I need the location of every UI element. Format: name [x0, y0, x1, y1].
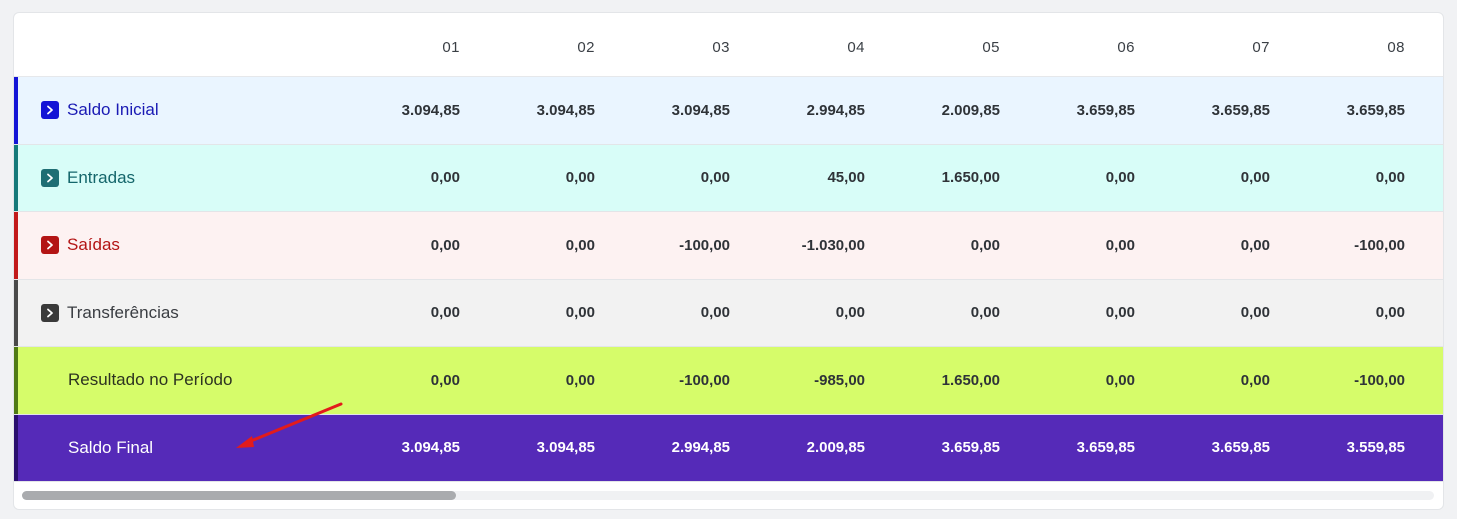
cell-entradas-04: 45,00: [827, 169, 865, 187]
cell-entradas-02: 0,00: [565, 169, 595, 187]
row-label-text: Transferências: [67, 302, 179, 322]
row-saldo-final: Saldo Final 3.094,85 3.094,85 2.994,85 2.009…: [14, 414, 1443, 482]
cell-resultado-04: -985,00: [814, 371, 865, 389]
row-saldo-inicial[interactable]: Saldo Inicial 3.094,85 3.094,85 3.094,85 2.9…: [14, 77, 1443, 145]
row-accent-bar: [14, 279, 18, 346]
chevron-right-icon[interactable]: [41, 236, 59, 255]
cell-saldo-final-08: 3.559,85: [1346, 439, 1405, 457]
column-header-04: 04: [847, 39, 865, 56]
cell-saldo-final-02: 3.094,85: [536, 439, 595, 457]
cell-entradas-03: 0,00: [700, 169, 730, 187]
cell-resultado-05: 1.650,00: [941, 371, 1000, 389]
row-label-transferencias[interactable]: Transferências: [41, 280, 179, 347]
cell-saldo-inicial-07: 3.659,85: [1211, 101, 1270, 119]
column-header-03: 03: [712, 39, 730, 56]
row-label-text: Saldo Final: [68, 437, 154, 457]
row-label-saldo-final: Saldo Final: [68, 415, 153, 482]
column-header-05: 05: [982, 39, 1000, 56]
cell-transferencias-03: 0,00: [700, 304, 730, 322]
cell-resultado-08: -100,00: [1354, 371, 1405, 389]
cell-saidas-03: -100,00: [679, 236, 730, 254]
cell-saidas-04: -1.030,00: [801, 236, 865, 254]
cell-resultado-02: 0,00: [565, 371, 595, 389]
cell-entradas-08: 0,00: [1375, 169, 1405, 187]
row-accent-bar: [14, 77, 18, 144]
cell-saldo-final-03: 2.994,85: [671, 439, 730, 457]
cell-saldo-inicial-01: 3.094,85: [401, 101, 460, 119]
table-header: 01 02 03 04 05 06 07 08: [14, 13, 1443, 77]
cell-saldo-final-06: 3.659,85: [1076, 439, 1135, 457]
cell-saidas-06: 0,00: [1105, 236, 1135, 254]
column-header-02: 02: [577, 39, 595, 56]
row-label-text: Saídas: [67, 235, 120, 255]
scrollbar-thumb[interactable]: [22, 491, 456, 500]
cell-saldo-final-05: 3.659,85: [941, 439, 1000, 457]
cell-saldo-inicial-02: 3.094,85: [536, 101, 595, 119]
cell-saldo-final-04: 2.009,85: [806, 439, 865, 457]
row-label-entradas[interactable]: Entradas: [41, 145, 135, 212]
cell-entradas-06: 0,00: [1105, 169, 1135, 187]
cell-saidas-05: 0,00: [970, 236, 1000, 254]
cell-resultado-06: 0,00: [1105, 371, 1135, 389]
cell-transferencias-06: 0,00: [1105, 304, 1135, 322]
cell-entradas-05: 1.650,00: [941, 169, 1000, 187]
row-label-saldo-inicial[interactable]: Saldo Inicial: [41, 77, 159, 144]
row-accent-bar: [14, 144, 18, 211]
row-label-saidas[interactable]: Saídas: [41, 212, 120, 279]
cell-saldo-inicial-05: 2.009,85: [941, 101, 1000, 119]
column-header-01: 01: [442, 39, 460, 56]
cell-transferencias-07: 0,00: [1240, 304, 1270, 322]
chevron-right-icon[interactable]: [41, 303, 59, 322]
row-saidas[interactable]: Saídas 0,00 0,00 -100,00 -1.030,00 0,00 0,00 0,…: [14, 212, 1443, 280]
chevron-right-icon[interactable]: [41, 101, 59, 120]
cell-saldo-inicial-06: 3.659,85: [1076, 101, 1135, 119]
cash-flow-table: 01 02 03 04 05 06 07 08 Saldo Inicial 3.094,85 3.…: [13, 12, 1444, 510]
horizontal-scrollbar[interactable]: [22, 491, 1434, 500]
cell-transferencias-05: 0,00: [970, 304, 1000, 322]
chevron-right-icon[interactable]: [41, 168, 59, 187]
row-label-text: Saldo Inicial: [67, 100, 159, 120]
cell-resultado-01: 0,00: [430, 371, 460, 389]
cell-saldo-inicial-03: 3.094,85: [671, 101, 730, 119]
column-header-07: 07: [1252, 39, 1270, 56]
row-resultado: Resultado no Período 0,00 0,00 -100,00 -985,…: [14, 347, 1443, 415]
row-accent-bar: [14, 414, 18, 481]
cell-saldo-inicial-04: 2.994,85: [806, 101, 865, 119]
cell-transferencias-01: 0,00: [430, 304, 460, 322]
cell-entradas-07: 0,00: [1240, 169, 1270, 187]
column-header-06: 06: [1117, 39, 1135, 56]
cell-saldo-final-07: 3.659,85: [1211, 439, 1270, 457]
cell-saldo-final-01: 3.094,85: [401, 439, 460, 457]
cell-resultado-03: -100,00: [679, 371, 730, 389]
cell-transferencias-04: 0,00: [835, 304, 865, 322]
row-label-text: Resultado no Período: [68, 370, 233, 390]
cell-transferencias-02: 0,00: [565, 304, 595, 322]
row-entradas[interactable]: Entradas 0,00 0,00 0,00 45,00 1.650,00 0,00 0,0…: [14, 144, 1443, 212]
cell-saidas-07: 0,00: [1240, 236, 1270, 254]
row-label-text: Entradas: [67, 167, 136, 187]
cell-saidas-02: 0,00: [565, 236, 595, 254]
cell-transferencias-08: 0,00: [1375, 304, 1405, 322]
row-label-resultado: Resultado no Período: [68, 347, 232, 414]
cell-saldo-inicial-08: 3.659,85: [1346, 101, 1405, 119]
cell-saidas-01: 0,00: [430, 236, 460, 254]
row-accent-bar: [14, 212, 18, 279]
cell-entradas-01: 0,00: [430, 169, 460, 187]
row-transferencias[interactable]: Transferências 0,00 0,00 0,00 0,00 0,00 0,00 0,…: [14, 279, 1443, 347]
column-header-08: 08: [1387, 39, 1405, 56]
row-accent-bar: [14, 347, 18, 414]
cell-saidas-08: -100,00: [1354, 236, 1405, 254]
cell-resultado-07: 0,00: [1240, 371, 1270, 389]
